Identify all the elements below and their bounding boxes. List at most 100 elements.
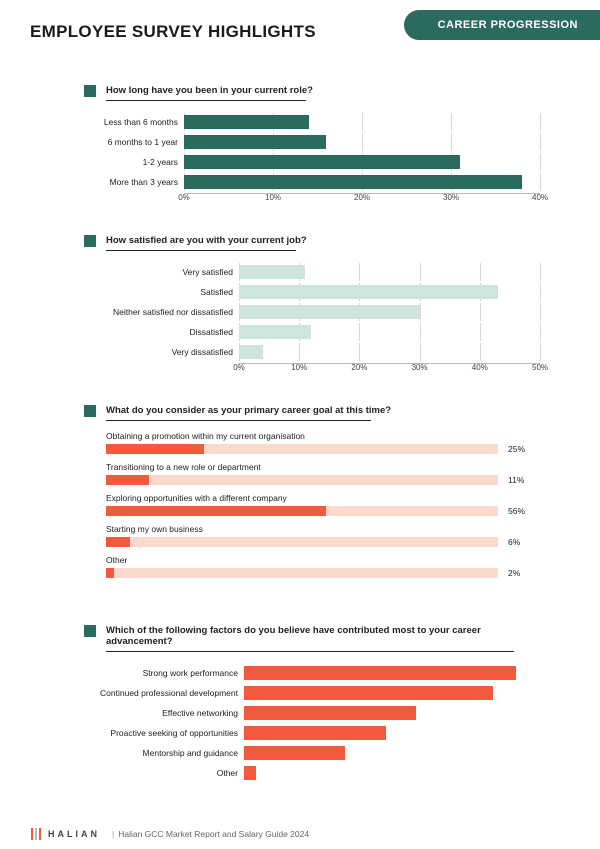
chart-row: Neither satisfied nor dissatisfied <box>84 303 540 321</box>
axis-tick: 20% <box>351 363 367 372</box>
question-text: How long have you been in your current r… <box>84 85 540 96</box>
bar <box>244 726 386 740</box>
accent-square <box>84 85 96 97</box>
row-label: Neither satisfied nor dissatisfied <box>84 307 239 317</box>
row-label: Less than 6 months <box>84 117 184 127</box>
track-item: Starting my own business 6% <box>106 524 530 547</box>
track-item: Other2% <box>106 555 530 578</box>
axis-tick: 40% <box>532 193 548 202</box>
question-underline <box>106 651 514 652</box>
bar <box>184 155 460 169</box>
axis-tick: 30% <box>412 363 428 372</box>
row-label: Continued professional development <box>84 688 244 698</box>
track-label: Exploring opportunities with a different… <box>106 493 530 503</box>
footer-divider: | <box>112 829 114 839</box>
row-plot <box>239 303 540 321</box>
page-title: EMPLOYEE SURVEY HIGHLIGHTS <box>30 22 316 42</box>
track-fill <box>106 506 326 516</box>
row-plot <box>239 323 540 341</box>
track <box>106 506 498 516</box>
track-label: Transitioning to a new role or departmen… <box>106 462 530 472</box>
track-value: 6% <box>498 537 530 547</box>
bar <box>239 325 311 339</box>
chart-row: More than 3 years <box>84 173 540 191</box>
question-text: What do you consider as your primary car… <box>84 405 540 416</box>
brand-name: HALIAN <box>48 829 100 839</box>
track-label: Starting my own business <box>106 524 530 534</box>
row-label: 1-2 years <box>84 157 184 167</box>
row-plot <box>239 263 540 281</box>
row-plot <box>244 664 540 682</box>
x-axis: 0%10%20%30%40%50% <box>84 363 540 377</box>
x-axis: 0%10%20%30%40% <box>84 193 540 207</box>
track-item: Obtaining a promotion within my current … <box>106 431 530 454</box>
track-fill <box>106 444 204 454</box>
row-label: 6 months to 1 year <box>84 137 184 147</box>
axis-tick: 40% <box>472 363 488 372</box>
row-plot <box>239 283 540 301</box>
axis-tick: 10% <box>265 193 281 202</box>
row-plot <box>244 744 540 762</box>
chart-row: Less than 6 months <box>84 113 540 131</box>
track <box>106 537 498 547</box>
bar <box>239 305 420 319</box>
track-fill <box>106 537 130 547</box>
chart-row: Dissatisfied <box>84 323 540 341</box>
row-plot <box>244 764 540 782</box>
axis-tick: 50% <box>532 363 548 372</box>
advancement-chart: Strong work performance Continued profess… <box>84 664 540 782</box>
satisfaction-chart: Very satisfiedSatisfiedNeither satisfied… <box>84 263 540 377</box>
question-underline <box>106 100 306 101</box>
bar <box>244 746 345 760</box>
bar <box>239 285 498 299</box>
axis-tick: 20% <box>354 193 370 202</box>
page-footer: HALIAN | Halian GCC Market Report and Sa… <box>0 819 600 849</box>
track-value: 11% <box>498 475 530 485</box>
row-plot <box>244 684 540 702</box>
axis-tick: 0% <box>178 193 190 202</box>
row-label: Satisfied <box>84 287 239 297</box>
axis-tick: 10% <box>291 363 307 372</box>
bar <box>244 666 516 680</box>
chart-row: 1-2 years <box>84 153 540 171</box>
track <box>106 444 498 454</box>
row-label: Dissatisfied <box>84 327 239 337</box>
section-satisfaction: How satisfied are you with your current … <box>84 235 540 377</box>
section-badge: CAREER PROGRESSION <box>404 10 600 40</box>
track-fill <box>106 568 114 578</box>
row-label: More than 3 years <box>84 177 184 187</box>
question-underline <box>106 250 296 251</box>
row-plot <box>184 133 540 151</box>
axis-tick: 30% <box>443 193 459 202</box>
chart-row: Proactive seeking of opportunities <box>84 724 540 742</box>
row-label: Mentorship and guidance <box>84 748 244 758</box>
bar <box>239 345 263 359</box>
page-header: EMPLOYEE SURVEY HIGHLIGHTS CAREER PROGRE… <box>0 0 600 50</box>
track-value: 25% <box>498 444 530 454</box>
row-plot <box>184 113 540 131</box>
row-plot <box>184 173 540 191</box>
row-plot <box>239 343 540 361</box>
row-label: Proactive seeking of opportunities <box>84 728 244 738</box>
track-item: Exploring opportunities with a different… <box>106 493 530 516</box>
track-label: Obtaining a promotion within my current … <box>106 431 530 441</box>
section-tenure: How long have you been in your current r… <box>84 85 540 207</box>
question-text: Which of the following factors do you be… <box>84 625 540 647</box>
row-label: Very dissatisfied <box>84 347 239 357</box>
bar <box>184 115 309 129</box>
chart-row: Strong work performance <box>84 664 540 682</box>
accent-square <box>84 625 96 637</box>
chart-row: Other <box>84 764 540 782</box>
track-item: Transitioning to a new role or departmen… <box>106 462 530 485</box>
chart-row: Satisfied <box>84 283 540 301</box>
footer-text: Halian GCC Market Report and Salary Guid… <box>118 829 309 839</box>
chart-row: Very dissatisfied <box>84 343 540 361</box>
row-label: Effective networking <box>84 708 244 718</box>
row-plot <box>184 153 540 171</box>
axis-tick: 0% <box>233 363 245 372</box>
row-plot <box>244 724 540 742</box>
row-label: Other <box>84 768 244 778</box>
chart-row: Effective networking <box>84 704 540 722</box>
badge-label: CAREER PROGRESSION <box>438 19 578 31</box>
track-value: 56% <box>498 506 530 516</box>
